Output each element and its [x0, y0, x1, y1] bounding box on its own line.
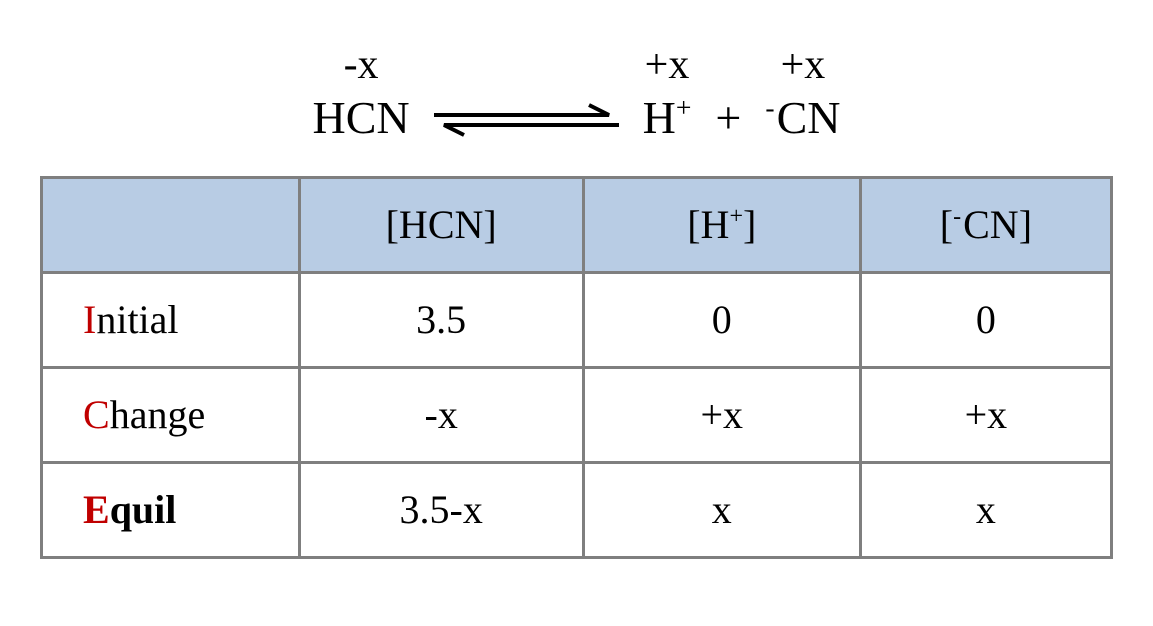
species-h: H+	[631, 90, 704, 145]
cell-initial-2: 0	[860, 272, 1111, 367]
equation-layout: -x +x +x HCN H+ + -CN	[301, 40, 853, 146]
ice-row-initial: Initial3.500	[42, 272, 1112, 367]
delta-arrow-spacer	[422, 40, 631, 90]
cell-initial-0: 3.5	[299, 272, 583, 367]
plus-sign: +	[703, 90, 753, 145]
delta-plus-spacer	[703, 40, 753, 90]
cell-change-1: +x	[583, 367, 860, 462]
header-h: [H+]	[583, 177, 860, 272]
ice-row-equil: Equil3.5-xxx	[42, 462, 1112, 557]
ice-header-row: [HCN] [H+] [-CN]	[42, 177, 1112, 272]
delta-h: +x	[631, 40, 704, 90]
cell-equil-0: 3.5-x	[299, 462, 583, 557]
species-cn: -CN	[753, 90, 852, 145]
equilibrium-arrow	[422, 90, 631, 145]
header-cn: [-CN]	[860, 177, 1111, 272]
row-label-change: Change	[42, 367, 300, 462]
cell-initial-1: 0	[583, 272, 860, 367]
ice-body: Initial3.500Change-x+x+xEquil3.5-xxx	[42, 272, 1112, 557]
delta-hcn: -x	[301, 40, 422, 90]
cell-equil-1: x	[583, 462, 860, 557]
equation-block: -x +x +x HCN H+ + -CN	[40, 40, 1113, 146]
ice-table: [HCN] [H+] [-CN] Initial3.500Change-x+x+…	[40, 176, 1113, 559]
delta-cn: +x	[753, 40, 852, 90]
species-hcn: HCN	[301, 90, 422, 145]
cell-change-2: +x	[860, 367, 1111, 462]
cell-change-0: -x	[299, 367, 583, 462]
ice-row-change: Change-x+x+x	[42, 367, 1112, 462]
row-label-initial: Initial	[42, 272, 300, 367]
cell-equil-2: x	[860, 462, 1111, 557]
header-hcn: [HCN]	[299, 177, 583, 272]
row-label-equil: Equil	[42, 462, 300, 557]
header-blank	[42, 177, 300, 272]
